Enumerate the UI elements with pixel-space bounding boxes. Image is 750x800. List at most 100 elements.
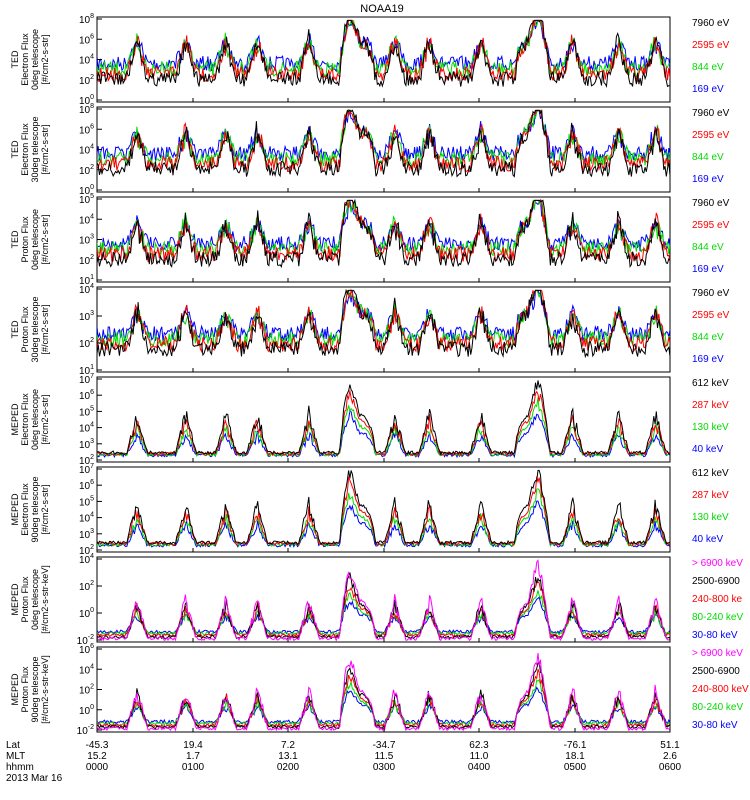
y-tick-label: 102 <box>79 74 94 87</box>
y-tick-label: 102 <box>79 580 94 593</box>
y-tick-label: 103 <box>79 528 94 541</box>
y-axis-label: Proton Flux <box>20 306 30 353</box>
y-tick-label: 102 <box>79 684 94 697</box>
x-tick-hhmm: 0000 <box>86 762 109 773</box>
legend-entry: 130 keV <box>692 512 729 523</box>
y-tick-label: 103 <box>79 310 94 323</box>
x-tick-hhmm: 0100 <box>182 762 205 773</box>
flux-trace <box>97 198 670 268</box>
panel-traces <box>97 19 670 89</box>
panel-7: 10-2 100 102 104 MEPED Proton Flux 0deg telesc… <box>10 553 743 647</box>
legend-entry: 240-800 keV <box>692 684 749 695</box>
y-axis-label: Electron Flux <box>20 33 30 86</box>
y-axis-label: MEPED <box>10 403 20 436</box>
legend-entry: 844 eV <box>692 332 724 343</box>
legend-entry: 2595 eV <box>692 40 730 51</box>
flux-trace <box>97 19 670 89</box>
chart-title: NOAA19 <box>360 3 403 15</box>
legend-entry: 30-80 keV <box>692 630 738 641</box>
x-tick-hhmm: 0300 <box>373 762 396 773</box>
y-tick-label: 10-2 <box>77 724 94 737</box>
x-tick-lat: 51.1 <box>660 740 680 751</box>
x-tick-lat: -45.3 <box>86 740 109 751</box>
x-tick-mlt: 1.7 <box>186 751 200 762</box>
x-tick-lat: 7.2 <box>281 740 295 751</box>
y-axis-label: Proton Flux <box>20 666 30 713</box>
panel-frame <box>96 646 671 733</box>
legend-entry: 40 keV <box>692 444 723 455</box>
y-axis-label: Electron Flux <box>20 123 30 176</box>
legend-entry: > 6900 keV <box>692 558 743 569</box>
x-tick-lat: 62.3 <box>469 740 489 751</box>
panel-traces <box>97 198 670 268</box>
y-tick-label: 101 <box>79 364 94 377</box>
legend-entry: 7960 eV <box>692 288 730 299</box>
flux-trace <box>97 469 670 546</box>
y-tick-label: 104 <box>79 422 94 435</box>
y-axis-label: TED <box>10 230 20 249</box>
legend-entry: 7960 eV <box>692 108 730 119</box>
legend-entry: 612 keV <box>692 468 729 479</box>
y-axis-label: [#/cm2-s-str-keV] <box>40 565 50 634</box>
x-tick-hhmm: 0200 <box>277 762 300 773</box>
panel-2: 100 102 104 106 108 TED Electron Flux 30deg tel… <box>10 103 730 197</box>
y-tick-label: 104 <box>79 512 94 525</box>
y-axis-label: Electron Flux <box>20 393 30 446</box>
y-axis-label: MEPED <box>10 583 20 616</box>
legend-entry: 844 eV <box>692 242 724 253</box>
flux-trace <box>97 409 670 459</box>
y-tick-label: 103 <box>79 234 94 247</box>
panel-traces <box>97 380 670 459</box>
legend-entry: 2595 eV <box>692 130 730 141</box>
y-tick-label: 104 <box>79 663 94 676</box>
legend-entry: 169 eV <box>692 354 724 365</box>
y-axis-label: [#/cm2-s-str] <box>40 34 50 84</box>
y-tick-label: 102 <box>79 544 94 557</box>
y-axis-label: MEPED <box>10 673 20 706</box>
y-tick-label: 104 <box>79 283 94 296</box>
y-tick-label: 100 <box>79 184 94 197</box>
legend-entry: 169 eV <box>692 84 724 95</box>
legend-entry: 844 eV <box>692 62 724 73</box>
y-axis-label: [#/cm2-s-str] <box>40 214 50 264</box>
y-tick-label: 104 <box>79 54 94 67</box>
x-tick-mlt: 2.6 <box>663 751 677 762</box>
y-axis-label: 90deg telescope <box>30 476 40 542</box>
x-tick-lat: -34.7 <box>373 740 396 751</box>
flux-trace <box>97 199 670 258</box>
panel-frame <box>96 466 671 553</box>
x-tick-hhmm: 0600 <box>659 762 682 773</box>
y-tick-label: 103 <box>79 438 94 451</box>
y-axis-label: 30deg telescope <box>30 296 40 362</box>
y-tick-label: 105 <box>79 193 94 206</box>
y-tick-label: 102 <box>79 337 94 350</box>
legend-entry: > 6900 keV <box>692 648 743 659</box>
legend-entry: 2500-6900 <box>692 666 740 677</box>
y-axis-label: TED <box>10 50 20 69</box>
x-axis-row-label: hhmm <box>6 762 34 773</box>
y-tick-label: 105 <box>79 495 94 508</box>
legend-entry: 2595 eV <box>692 220 730 231</box>
y-tick-label: 108 <box>79 13 94 26</box>
x-tick-mlt: 11.5 <box>375 751 394 762</box>
y-axis-label: 0deg telescope <box>30 569 40 630</box>
y-tick-label: 102 <box>79 454 94 467</box>
y-axis-label: 30deg telescope <box>30 116 40 182</box>
legend-entry: 240-800 ke <box>692 594 742 605</box>
legend-entry: 80-240 keV <box>692 612 743 623</box>
x-tick-mlt: 13.1 <box>278 751 298 762</box>
y-tick-label: 107 <box>79 463 94 476</box>
y-tick-label: 107 <box>79 373 94 386</box>
x-tick-mlt: 18.1 <box>565 751 585 762</box>
y-tick-label: 106 <box>79 123 94 136</box>
panel-1: 100 102 104 106 108 TED Electron Flux 0deg tele… <box>10 13 730 107</box>
y-axis-label: TED <box>10 140 20 159</box>
legend-entry: 2500-6900 <box>692 576 740 587</box>
y-axis-label: 0deg telescope <box>30 29 40 90</box>
legend-entry: 7960 eV <box>692 198 730 209</box>
flux-trace <box>97 198 670 254</box>
y-tick-label: 102 <box>79 254 94 267</box>
